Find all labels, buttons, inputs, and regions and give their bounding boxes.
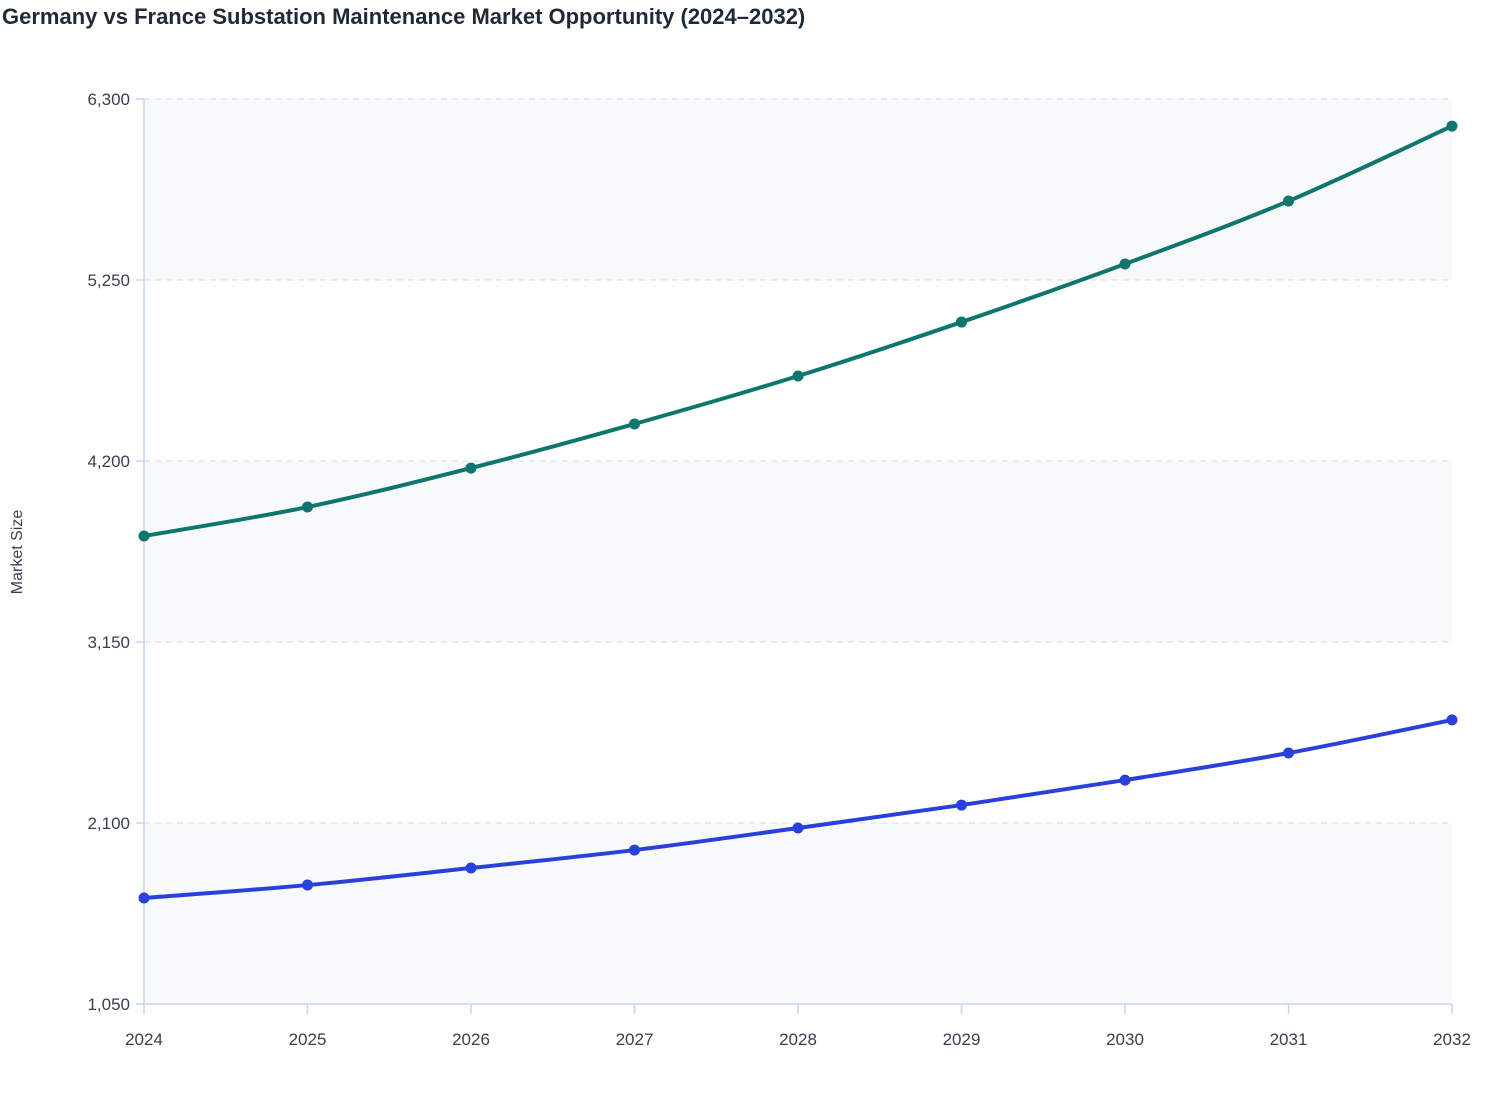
y-tick-label: 5,250	[87, 271, 130, 290]
data-point	[1283, 195, 1294, 207]
data-point	[465, 462, 477, 474]
chart-title: Germany vs France Substation Maintenance…	[2, 4, 806, 29]
x-tick-label: 2026	[452, 1030, 490, 1049]
grid-band	[144, 99, 1452, 280]
data-point	[629, 844, 640, 856]
data-point	[956, 799, 967, 811]
data-point	[302, 879, 313, 891]
data-point	[792, 370, 804, 382]
y-tick-label: 2,100	[87, 814, 130, 833]
grid-band	[144, 823, 1452, 1004]
x-tick-label: 2029	[943, 1030, 981, 1049]
data-point	[629, 418, 640, 430]
y-axis-label: Market Size	[9, 510, 26, 595]
data-point	[138, 530, 150, 542]
data-point	[956, 316, 967, 328]
data-point	[1446, 714, 1458, 726]
data-point	[1446, 120, 1458, 132]
y-tick-label: 4,200	[87, 452, 130, 471]
x-tick-label: 2030	[1106, 1030, 1144, 1049]
data-point	[138, 892, 150, 904]
y-tick-label: 1,050	[87, 995, 130, 1014]
grid-band	[144, 461, 1452, 642]
data-point	[302, 501, 313, 513]
x-tick-label: 2027	[616, 1030, 654, 1049]
data-point	[1283, 747, 1294, 759]
x-tick-label: 2024	[125, 1030, 163, 1049]
data-point	[465, 862, 477, 874]
data-point	[1119, 258, 1131, 270]
data-point	[1119, 774, 1131, 786]
data-point	[792, 822, 804, 834]
y-tick-label: 3,150	[87, 633, 130, 652]
x-tick-label: 2031	[1270, 1030, 1308, 1049]
x-tick-label: 2032	[1433, 1030, 1471, 1049]
x-tick-label: 2025	[289, 1030, 327, 1049]
x-tick-label: 2028	[779, 1030, 817, 1049]
y-tick-label: 6,300	[87, 90, 130, 109]
